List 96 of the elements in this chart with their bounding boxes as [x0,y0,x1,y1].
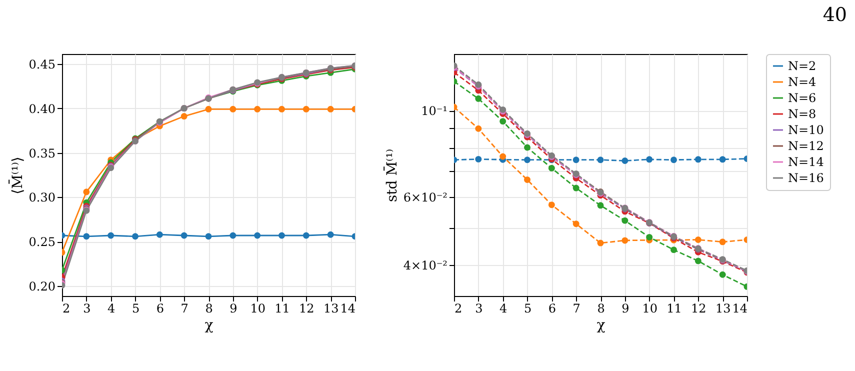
point [132,233,138,240]
legend-label: N=14 [788,155,824,169]
text: 40 [822,4,847,26]
x-tick-label: 6 [156,302,164,316]
x-tick-label: 3 [83,302,91,316]
point [694,156,702,163]
point [646,156,653,163]
point [108,232,114,239]
point [622,158,628,164]
x-tick-label: 11 [274,302,290,316]
legend-label: N=8 [788,107,816,121]
x-tick-label: 4 [500,302,508,316]
x-tick-label: 13 [715,302,731,316]
point [548,202,555,208]
point [670,246,677,254]
legend-label: N=16 [788,171,824,185]
point [475,125,482,132]
legend-label: N=12 [788,139,824,153]
x-axis-title: χ [596,318,606,334]
point [278,232,285,239]
x-tick-label: 2 [454,302,462,316]
point [254,232,261,239]
x-tick-label: 6 [548,302,556,316]
point [719,271,726,278]
y-tick-label: 6×10⁻² [403,190,448,204]
point [597,240,604,246]
point [500,118,506,125]
x-tick-label: 9 [622,302,630,316]
x-tick-label: 5 [132,302,140,316]
y-tick-label: 0.25 [28,235,56,250]
y-tick-label: 0.45 [28,57,56,72]
point [230,232,236,239]
x-tick-label: 12 [299,302,314,316]
point [572,220,580,228]
point [302,232,310,239]
legend-label: N=2 [788,59,816,73]
point [694,236,702,243]
x-tick-label: 4 [108,302,116,316]
x-tick-label: 5 [524,302,532,316]
x-tick-label: 11 [666,302,682,316]
point [83,188,90,196]
point [302,106,310,112]
x-tick-label: 7 [180,302,188,316]
point [524,144,530,151]
x-tick-label: 10 [642,302,658,316]
point [719,156,726,163]
x-tick-label: 3 [475,302,483,316]
x-tick-label: 14 [732,302,748,316]
x-tick-label: 9 [230,302,238,316]
y-tick-label: 0.30 [28,190,56,205]
point [156,231,163,238]
point [622,217,628,224]
y-tick-label: 0.40 [28,102,56,116]
point [548,164,555,172]
x-axis-title: χ [204,318,214,334]
point [205,233,212,240]
legend-label: N=6 [788,91,816,105]
point [500,153,506,160]
point [180,113,188,120]
y-tick-label: 4×10⁻² [403,258,448,273]
legend-label: N=10 [788,123,824,137]
point [597,156,604,164]
point [278,106,285,112]
point [597,202,604,209]
point [205,106,212,112]
y-tick-label: 10⁻¹ [421,104,448,118]
legend-label: N=4 [788,75,817,89]
y-tick-label: 0.20 [28,280,56,294]
x-tick-label: 10 [250,302,266,316]
point [230,106,236,112]
point [646,234,653,240]
x-tick-label: 2 [62,302,70,316]
point [572,184,580,192]
x-tick-label: 12 [691,302,706,316]
x-tick-label: 13 [323,302,339,316]
y-tick-label: 0.35 [28,146,56,160]
point [254,106,261,112]
point [180,232,188,239]
point [524,156,530,164]
y-axis-title: ⟨M̄⁽¹⁾⟩ [8,156,26,194]
x-tick-label: 14 [340,302,356,316]
point [327,231,334,238]
y-axis-title: std M̄⁽¹⁾ [382,148,400,202]
point [670,156,677,164]
point [622,237,628,244]
point [719,238,726,246]
x-tick-label: 8 [205,302,213,316]
x-tick-label: 7 [572,302,580,316]
point [83,233,90,240]
point [475,156,482,162]
point [524,176,530,183]
point [327,106,334,112]
point [572,156,580,164]
x-tick-label: 8 [597,302,605,316]
point [694,258,702,264]
point [475,95,482,102]
